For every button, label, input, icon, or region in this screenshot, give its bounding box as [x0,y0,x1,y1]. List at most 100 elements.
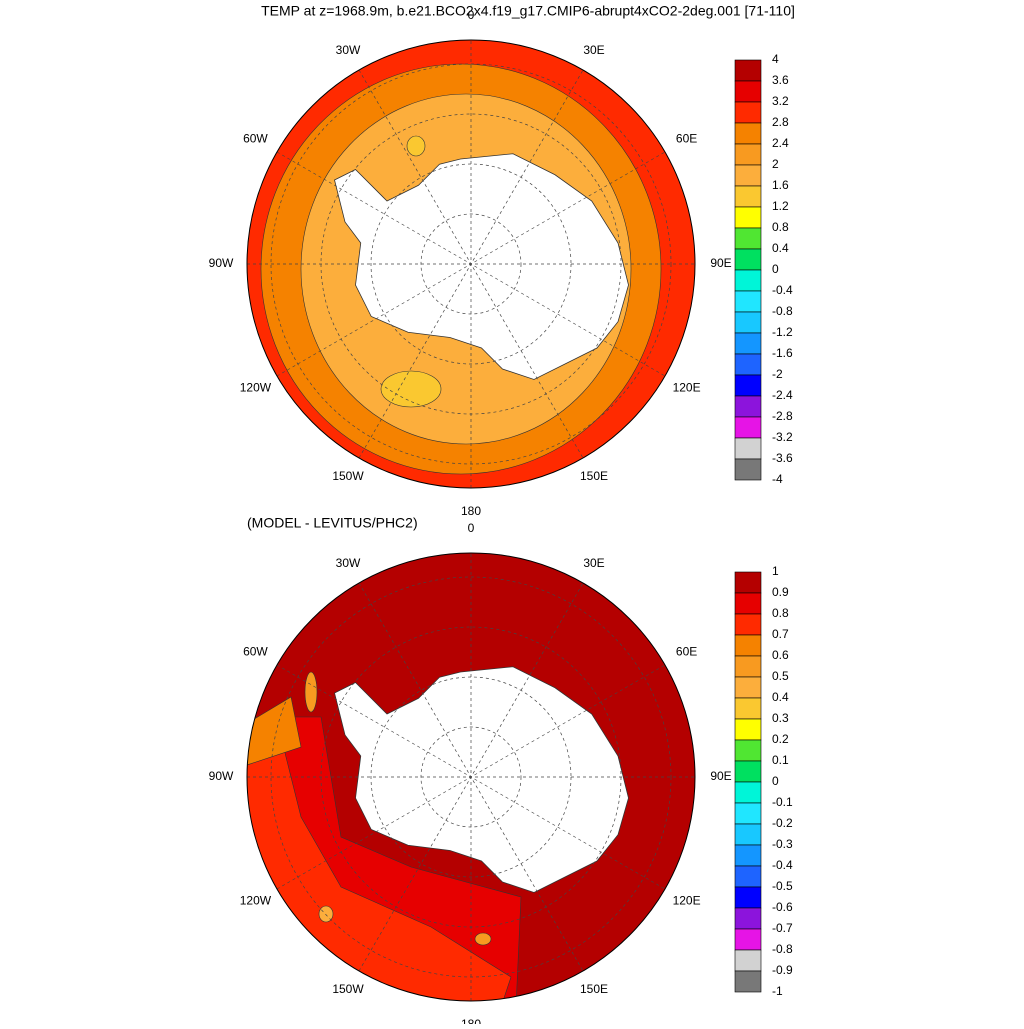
colorbar-label: -4 [772,472,783,486]
longitude-label: 120W [240,381,272,395]
colorbar-box [734,718,762,741]
meridian-line [358,69,584,459]
colorbar-box [734,613,762,636]
colorbar-label: 0.8 [772,220,789,234]
colorbar-box [734,928,762,951]
colorbar-label: 0.4 [772,690,789,704]
colorbar-box [734,395,762,418]
longitude-label: 30E [583,43,604,57]
subtitle: (MODEL - LEVITUS/PHC2) [247,515,418,531]
longitude-label: 60E [676,132,697,146]
colorbar-label: -1.2 [772,325,793,339]
colorbar-box [734,655,762,678]
colorbar-box [734,59,762,82]
colorbar-label: 3.2 [772,94,789,108]
colorbar-box [734,311,762,334]
longitude-label: 90E [710,769,731,783]
colorbar-box [734,332,762,355]
colorbar-label: 0.9 [772,585,789,599]
longitude-label: 60E [676,645,697,659]
colorbar-label: -0.1 [772,795,793,809]
field-region [318,905,334,923]
colorbar-label: 0 [772,262,779,276]
colorbar-label: -3.6 [772,451,793,465]
colorbar-box [734,164,762,187]
colorbar-label: -0.4 [772,283,793,297]
field-region [474,932,492,946]
colorbar-box [734,739,762,762]
colorbar-box [734,571,762,594]
colorbar-box [734,269,762,292]
colorbar-box [734,353,762,376]
longitude-label: 30W [336,43,361,57]
colorbar-box [734,886,762,909]
colorbar-box [734,970,762,993]
colorbar-label: 4 [772,52,779,66]
colorbar-label: -0.5 [772,879,793,893]
colorbar-box [734,290,762,313]
colorbar-label: -0.7 [772,921,793,935]
field-region [406,135,426,157]
map-border [246,552,696,1002]
colorbar-box [734,634,762,657]
colorbar-label: 0 [772,774,779,788]
longitude-label: 150W [332,469,364,483]
colorbar-box [734,80,762,103]
colorbar-box [734,416,762,439]
colorbar-box [734,865,762,888]
meridian-line [358,582,584,972]
colorbar-box [734,101,762,124]
field-region [304,671,318,713]
colorbar-label: -0.3 [772,837,793,851]
colorbar-label: -2.4 [772,388,793,402]
colorbar-label: 1 [772,564,779,578]
longitude-label: 30W [336,556,361,570]
colorbar-box [734,206,762,229]
colorbar-label: 0.3 [772,711,789,725]
title: TEMP at z=1968.9m, b.e21.BCO2x4.f19_g17.… [261,3,795,19]
colorbar-label: 2 [772,157,779,171]
colorbar-box [734,844,762,867]
longitude-label: 180 [461,504,481,518]
longitude-label: 120E [673,381,701,395]
field-region [380,370,442,408]
colorbar-box [734,907,762,930]
longitude-label: 150W [332,982,364,996]
colorbar-label: -2.8 [772,409,793,423]
colorbar-box [734,697,762,720]
longitude-label: 60W [243,132,268,146]
colorbar-label: 0.7 [772,627,789,641]
colorbar-label: 0.6 [772,648,789,662]
colorbar-label: -1.6 [772,346,793,360]
colorbar-box [734,374,762,397]
map-border [246,39,696,489]
colorbar-label: 3.6 [772,73,789,87]
longitude-label: 60W [243,645,268,659]
colorbar-box [734,592,762,615]
colorbar-label: -0.9 [772,963,793,977]
colorbar-box [734,802,762,825]
colorbar-label: -0.8 [772,942,793,956]
longitude-label: 90E [710,256,731,270]
colorbar-label: -2 [772,367,783,381]
longitude-label: 180 [461,1017,481,1024]
colorbar-label: -0.8 [772,304,793,318]
colorbar-label: -0.2 [772,816,793,830]
colorbar-box [734,248,762,271]
longitude-label: 120E [673,894,701,908]
longitude-label: 30E [583,556,604,570]
colorbar-box [734,676,762,699]
colorbar-label: 1.6 [772,178,789,192]
colorbar-box [734,458,762,481]
colorbar-box [734,185,762,208]
longitude-label: 120W [240,894,272,908]
longitude-label: 0 [468,521,475,535]
longitude-label: 150E [580,469,608,483]
colorbar-box [734,437,762,460]
colorbar-box [734,227,762,250]
map [247,553,695,1001]
colorbar-label: -0.6 [772,900,793,914]
longitude-label: 0 [468,8,475,22]
colorbar-label: -3.2 [772,430,793,444]
